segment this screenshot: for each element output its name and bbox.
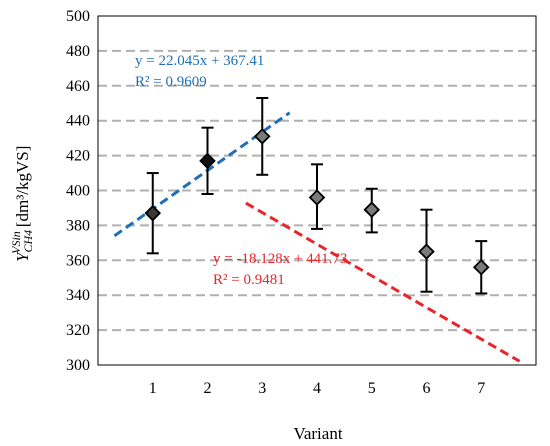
x-tick-label-1: 2 (204, 380, 212, 397)
y-tick-label-8: 460 (66, 78, 90, 95)
trendline-1 (113, 111, 291, 238)
data-point-1 (144, 204, 162, 222)
trendline-1-r2: R² = 0.9609 (135, 74, 207, 90)
x-tick-label-3: 4 (313, 380, 321, 397)
plot-frame (97, 15, 537, 366)
x-tick-label-2: 3 (258, 380, 266, 397)
x-tick-label-5: 6 (423, 380, 431, 397)
data-point-7 (472, 259, 490, 276)
data-point-4 (308, 189, 326, 206)
x-tick-labels: 1 2 3 4 5 6 7 (149, 380, 486, 397)
data-point-5 (363, 201, 381, 218)
x-tick-label-4: 5 (368, 380, 376, 397)
y-axis-title-superscript: VSin (9, 231, 23, 254)
y-tick-label-5: 400 (66, 183, 90, 200)
y-axis-title-units: [dm³/kgVS] (13, 146, 32, 228)
data-point-2 (199, 152, 216, 170)
y-tick-label-1: 320 (66, 322, 90, 339)
y-tick-label-6: 420 (66, 148, 90, 165)
y-tick-label-7: 440 (66, 113, 90, 130)
y-tick-label-0: 300 (66, 357, 90, 374)
trendlines (113, 111, 521, 363)
data-point-3 (253, 128, 271, 145)
y-tick-label-4: 380 (66, 217, 90, 234)
data-point-6 (418, 243, 435, 260)
y-tick-label-3: 360 (66, 252, 90, 269)
y-tick-label-9: 480 (66, 43, 90, 60)
y-tick-label-10: 500 (66, 8, 90, 25)
x-tick-label-6: 7 (477, 380, 485, 397)
x-axis-title: Variant (293, 424, 342, 443)
y-axis-title: YCH4VSin [dm³/kgVS] (9, 146, 35, 262)
trendline-2-equation: y = -18.128x + 441.73 (213, 251, 347, 267)
y-axis-title-base: Y (13, 251, 32, 262)
trendline-2 (245, 201, 521, 363)
y-tick-label-2: 340 (66, 287, 90, 304)
x-tick-label-0: 1 (149, 380, 157, 397)
trendline-1-equation: y = 22.045x + 367.41 (135, 53, 264, 69)
y-tick-labels: 300 320 340 360 380 400 420 440 460 480 500 (66, 8, 90, 374)
trendline-2-r2: R² = 0.9481 (213, 272, 285, 288)
data-markers (144, 128, 490, 276)
y-axis-title-subscript: CH4 (21, 230, 35, 253)
